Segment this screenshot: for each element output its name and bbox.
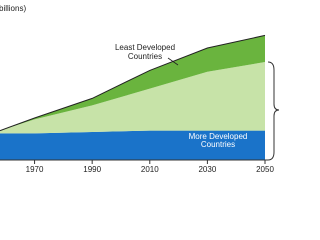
- series-label-line: Countries: [128, 52, 162, 61]
- area: [0, 130, 265, 160]
- series-label-line: Least Developed: [115, 43, 175, 52]
- chart: billions) 1970 1990 2010 2030 2050 Least Deve…: [0, 4, 280, 174]
- leader-line: [167, 57, 179, 66]
- x-tick-label: 1970: [26, 165, 44, 174]
- area: [0, 35, 265, 131]
- x-tick-label: 1990: [83, 165, 101, 174]
- area: [0, 62, 265, 134]
- chart-title: billions): [0, 4, 26, 13]
- series-label-line: Countries: [201, 140, 235, 149]
- series-label: More Developed Countries: [189, 132, 248, 149]
- x-tick-label: 2030: [198, 165, 216, 174]
- x-tick-label: 2050: [256, 165, 274, 174]
- total-line: [0, 34, 266, 132]
- brace: [267, 61, 280, 161]
- plot: [0, 34, 266, 160]
- series-label-line: More Developed: [189, 132, 248, 141]
- series-label: Least Developed Countries: [115, 43, 175, 61]
- x-tick-label: 2010: [141, 165, 159, 174]
